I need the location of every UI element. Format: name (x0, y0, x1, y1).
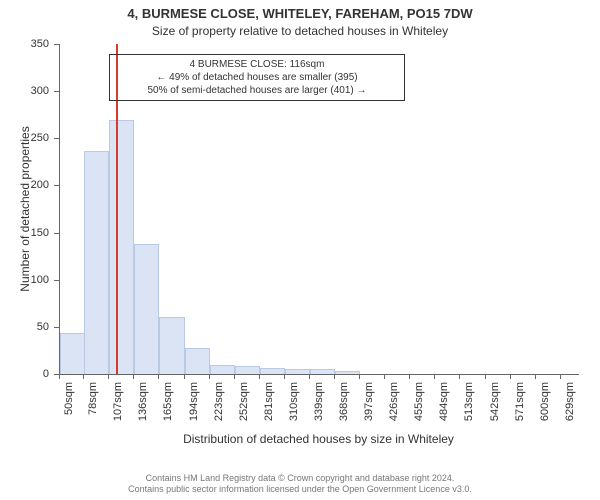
footer-attribution: Contains HM Land Registry data © Crown c… (0, 473, 600, 496)
y-tick-label: 250 (0, 132, 49, 144)
x-tick-mark (459, 374, 460, 379)
x-tick-mark (485, 374, 486, 379)
y-tick-label: 350 (0, 38, 49, 50)
histogram-bar (235, 366, 260, 374)
y-tick-mark (54, 233, 59, 234)
x-tick-mark (434, 374, 435, 379)
histogram-bar (285, 369, 310, 374)
x-tick-mark (309, 374, 310, 379)
x-tick-label: 223sqm (213, 382, 225, 442)
x-tick-label: 310sqm (288, 382, 300, 442)
x-tick-label: 397sqm (363, 382, 375, 442)
x-tick-mark (259, 374, 260, 379)
y-tick-mark (54, 280, 59, 281)
x-tick-mark (359, 374, 360, 379)
x-tick-mark (59, 374, 60, 379)
x-tick-label: 513sqm (463, 382, 475, 442)
annotation-line-3: 50% of semi-detached houses are larger (… (116, 84, 398, 97)
x-tick-label: 426sqm (388, 382, 400, 442)
footer-line-2: Contains public sector information licen… (0, 484, 600, 496)
x-tick-label: 339sqm (313, 382, 325, 442)
histogram-bar (260, 368, 285, 374)
y-tick-mark (54, 185, 59, 186)
histogram-bar (109, 120, 134, 374)
annotation-line-1: 4 BURMESE CLOSE: 116sqm (116, 58, 398, 71)
x-tick-label: 107sqm (112, 382, 124, 442)
histogram-bar (84, 151, 109, 374)
x-tick-label: 281sqm (263, 382, 275, 442)
y-tick-label: 100 (0, 274, 49, 286)
x-tick-mark (560, 374, 561, 379)
x-tick-mark (158, 374, 159, 379)
x-tick-mark (284, 374, 285, 379)
y-tick-mark (54, 327, 59, 328)
footer-line-1: Contains HM Land Registry data © Crown c… (0, 473, 600, 485)
histogram-bar (60, 333, 85, 374)
histogram-bar (310, 369, 335, 374)
x-tick-mark (510, 374, 511, 379)
y-tick-label: 0 (0, 368, 49, 380)
x-tick-mark (409, 374, 410, 379)
x-tick-label: 136sqm (137, 382, 149, 442)
x-tick-mark (108, 374, 109, 379)
y-tick-mark (54, 138, 59, 139)
y-tick-label: 300 (0, 85, 49, 97)
x-tick-mark (184, 374, 185, 379)
x-tick-label: 368sqm (338, 382, 350, 442)
y-tick-label: 50 (0, 321, 49, 333)
y-tick-label: 200 (0, 179, 49, 191)
chart-title-line1: 4, BURMESE CLOSE, WHITELEY, FAREHAM, PO1… (0, 6, 600, 21)
annotation-box: 4 BURMESE CLOSE: 116sqm ← 49% of detache… (109, 54, 405, 101)
x-tick-label: 484sqm (438, 382, 450, 442)
x-tick-label: 629sqm (564, 382, 576, 442)
x-tick-mark (535, 374, 536, 379)
x-tick-label: 165sqm (162, 382, 174, 442)
x-tick-label: 50sqm (63, 382, 75, 442)
x-tick-label: 542sqm (489, 382, 501, 442)
chart-title-line2: Size of property relative to detached ho… (0, 24, 600, 38)
y-tick-mark (54, 44, 59, 45)
x-tick-mark (234, 374, 235, 379)
histogram-bar (185, 348, 210, 374)
x-tick-mark (384, 374, 385, 379)
y-tick-label: 150 (0, 227, 49, 239)
x-tick-mark (334, 374, 335, 379)
x-tick-mark (83, 374, 84, 379)
chart-container: 4, BURMESE CLOSE, WHITELEY, FAREHAM, PO1… (0, 0, 600, 500)
histogram-bar (134, 244, 159, 374)
histogram-bar (159, 317, 184, 374)
x-tick-mark (209, 374, 210, 379)
annotation-line-2: ← 49% of detached houses are smaller (39… (116, 71, 398, 84)
histogram-bar (210, 365, 235, 374)
x-tick-label: 455sqm (413, 382, 425, 442)
x-tick-label: 571sqm (514, 382, 526, 442)
x-tick-label: 78sqm (87, 382, 99, 442)
x-tick-label: 600sqm (539, 382, 551, 442)
histogram-bar (335, 371, 360, 374)
x-tick-label: 252sqm (238, 382, 250, 442)
x-tick-label: 194sqm (188, 382, 200, 442)
y-tick-mark (54, 91, 59, 92)
x-tick-mark (133, 374, 134, 379)
